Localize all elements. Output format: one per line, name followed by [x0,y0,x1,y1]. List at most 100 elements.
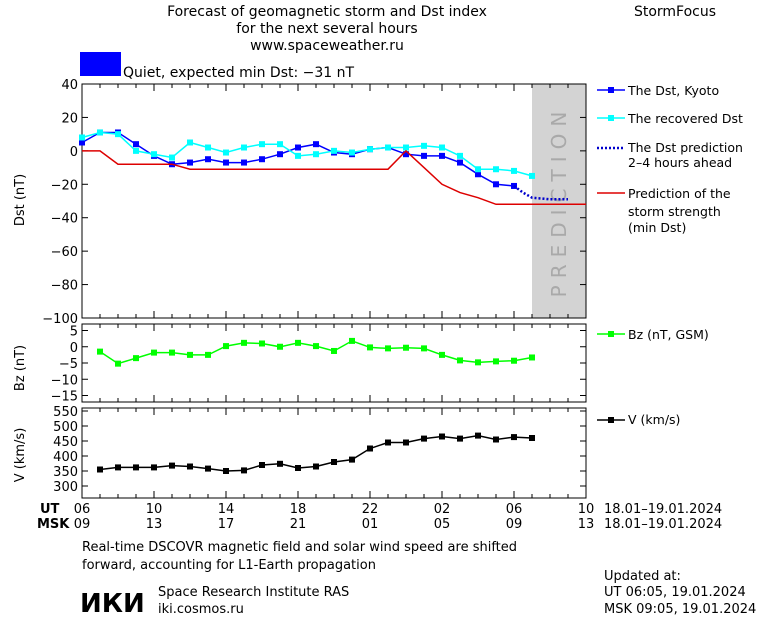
data-point [151,464,157,471]
data-point [493,166,499,173]
updated-msk: MSK 09:05, 19.01.2024 [604,602,756,617]
plot-frame [81,407,587,499]
updated-label: Updated at: [604,569,681,584]
data-point [439,433,445,440]
legend-storm-label-3: (min Dst) [628,220,686,235]
data-point [331,459,337,465]
msk-tick-label: 09 [506,517,523,532]
msk-tick-label: 01 [362,517,379,532]
ut-tick-label: 22 [362,502,379,517]
data-point [367,146,373,153]
data-point [187,139,193,146]
chart-title-line2: for the next several hours [236,21,417,37]
data-point [349,456,355,463]
y-tick-label: −60 [51,245,78,260]
data-point [115,464,121,471]
msk-tick-label: 05 [434,517,451,532]
y-tick-label: 400 [53,450,78,465]
y-tick-label: 40 [61,78,78,93]
msk-tick-label: 13 [146,517,163,532]
data-point [475,359,481,366]
data-point [313,151,319,158]
data-point [223,149,229,156]
data-point [133,464,139,471]
y-tick-label: −80 [51,279,78,294]
website-link[interactable]: www.spaceweather.ru [250,38,404,54]
iki-logo: ИКИ [80,589,145,619]
ut-tick-label: 14 [218,502,235,517]
data-point [493,436,499,443]
institute-name: Space Research Institute RAS [158,585,349,600]
data-point [331,147,337,154]
data-point [205,465,211,472]
data-point [511,182,517,189]
data-point [511,357,517,364]
legend-v-label: V (km/s) [628,412,680,427]
data-point [169,462,175,469]
data-point [457,152,463,159]
y-tick-label: 500 [53,420,78,435]
y-axis-label: Bz (nT) [13,345,28,391]
data-point [295,152,301,159]
data-point [151,349,157,356]
bz-panel: 50−5−10 −15 Bz (nT) [13,323,587,405]
legend-item-bz: Bz (nT, GSM) [597,327,709,342]
data-point [205,156,211,163]
ut-tick-label: 02 [434,502,451,517]
data-point [493,181,499,188]
y-tick-label: −40 [51,212,78,227]
prediction-region [532,84,586,318]
status-color-swatch [80,52,121,76]
data-point [457,357,463,364]
data-point [277,460,283,467]
status-text: Quiet, expected min Dst: −31 nT [123,65,355,81]
legend-dst-prediction-label-1: The Dst prediction [627,140,743,155]
data-point [295,144,301,151]
msk-tick-label: 13 [578,517,595,532]
institute-site[interactable]: iki.cosmos.ru [158,602,244,617]
legend-item-dst-recovered: The recovered Dst [597,111,743,126]
data-point [367,445,373,452]
data-point [259,340,265,347]
data-point [295,465,301,471]
plot-frame [81,83,587,319]
msk-date-range: 18.01–19.01.2024 [604,517,722,532]
data-point [277,343,283,350]
data-point [259,462,265,468]
chart-title-line1: Forecast of geomagnetic storm and Dst in… [167,4,487,20]
data-point [457,159,463,166]
data-point [349,337,355,344]
legend-bz-label: Bz (nT, GSM) [628,327,709,342]
data-point [475,171,481,178]
data-point [97,348,103,355]
y-tick-label: 550 [53,405,78,420]
legend-item-storm-strength: Prediction of the storm strength (min Ds… [597,186,731,235]
msk-tick-label: 17 [218,517,235,532]
data-point [385,144,391,151]
data-point [529,354,535,361]
footer-note-line2: forward, accounting for L1-Earth propaga… [82,558,376,573]
data-point [313,463,319,470]
data-point [277,141,283,148]
prediction-label: PREDICTION [547,105,571,298]
data-point [511,167,517,174]
data-point [403,344,409,351]
y-tick-label: −15 [51,390,78,405]
data-point [241,159,247,166]
data-point [133,147,139,154]
data-point [475,432,481,439]
data-point [151,151,157,158]
ut-tick-labels: 06 10 14 18 22 02 06 10 [74,502,595,517]
dst-panel: PREDICTION 40 20 0 −20 −40 −60 −80 −100 Dst (nT) [13,78,587,327]
y-tick-label: −5 [59,357,78,372]
data-point [421,142,427,149]
legend-storm-label-2: storm strength [628,204,721,219]
legend-dst-recovered-label: The recovered Dst [627,111,743,126]
data-point [475,166,481,173]
plot-frame [81,323,587,403]
data-point [439,152,445,159]
msk-axis-label: MSK [37,517,70,532]
data-point [223,343,229,350]
